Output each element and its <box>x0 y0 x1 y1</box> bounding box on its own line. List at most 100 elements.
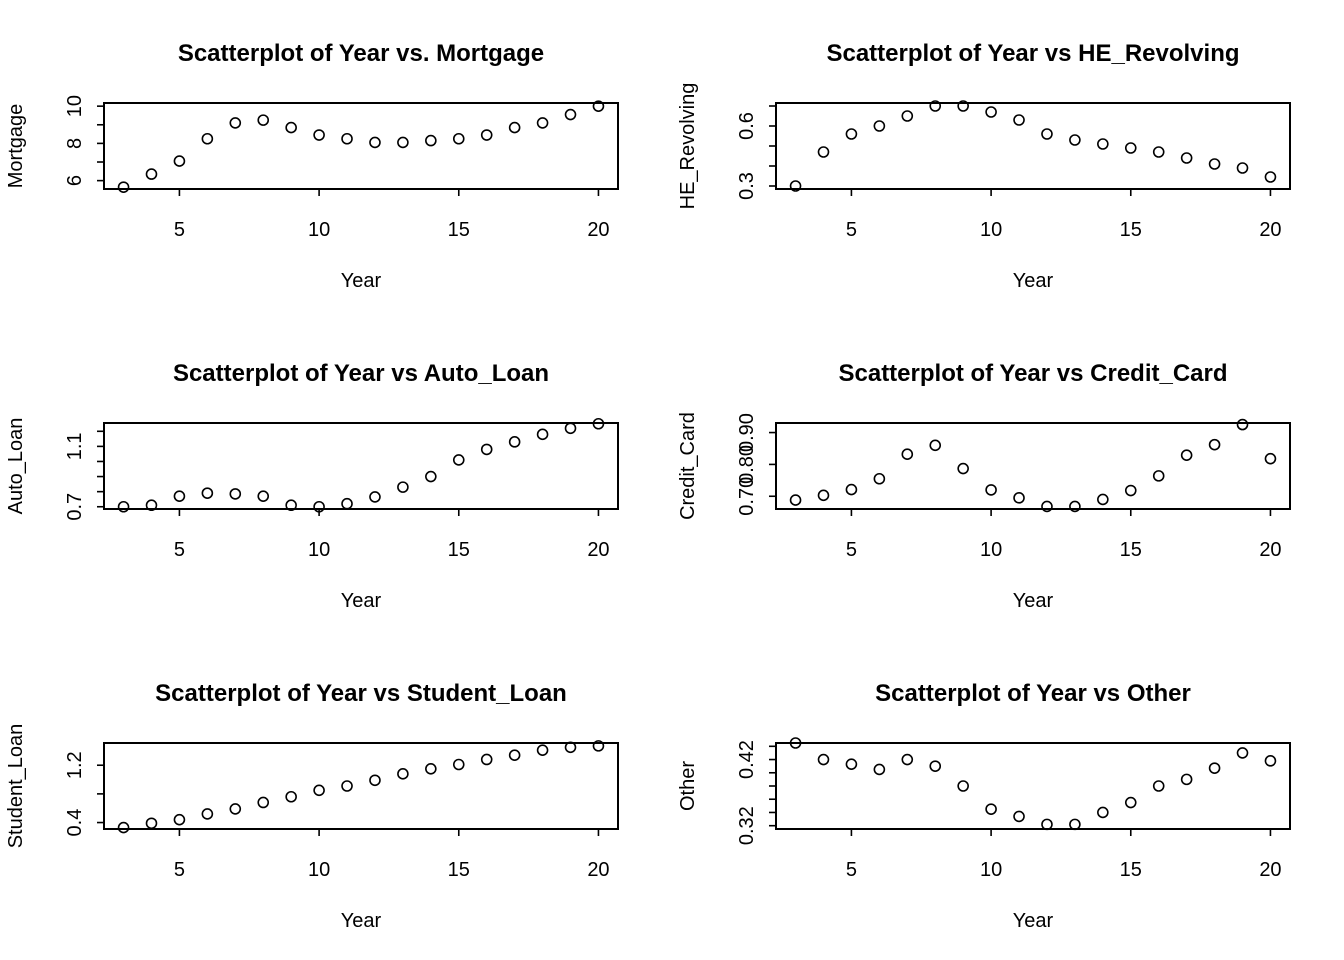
chart-1-points <box>117 100 605 193</box>
chart-1-panel: Scatterplot of Year vs. Mortgage 5 10 15 20 Y… <box>5 40 619 292</box>
chart-1-data-point <box>145 168 158 180</box>
chart-1-data-point <box>229 117 242 129</box>
chart-2-data-point <box>1208 158 1221 170</box>
chart-5-y-axis: 0.4 1.2 <box>64 751 105 836</box>
chart-4-x-tick-label: 5 <box>846 539 857 561</box>
chart-4-data-point <box>845 483 858 496</box>
chart-5-panel: Scatterplot of Year vs Student_Loan 5 10 15… <box>5 680 619 932</box>
chart-5-y-axis-label: Student_Loan <box>5 724 27 849</box>
chart-3-data-point <box>341 497 353 510</box>
chart-4-data-point <box>901 448 914 461</box>
chart-3-data-point <box>592 417 605 430</box>
chart-2-data-point <box>1152 146 1165 158</box>
chart-1-data-point <box>285 121 297 134</box>
chart-3-data-point <box>508 436 521 448</box>
chart-5-data-point <box>480 753 493 766</box>
chart-4-data-point <box>929 439 942 452</box>
chart-6-points <box>789 737 1277 831</box>
chart-4-x-axis-label: Year <box>1013 590 1054 612</box>
chart-1-x-axis: 5 10 15 20 <box>174 188 610 241</box>
chart-2-y-tick-label: 0.3 <box>736 172 758 200</box>
chart-6-data-point <box>1180 773 1193 786</box>
chart-5-x-tick-label: 5 <box>174 859 185 881</box>
chart-5-title: Scatterplot of Year vs Student_Loan <box>155 680 567 707</box>
chart-2-plot-frame <box>775 102 1291 190</box>
chart-3-x-axis: 5 10 15 20 <box>174 508 610 561</box>
chart-1-y-tick-label: 8 <box>64 138 86 149</box>
chart-4-data-point <box>1264 452 1277 465</box>
chart-4-data-point <box>1124 484 1137 497</box>
chart-2-x-tick-label: 20 <box>1259 219 1281 241</box>
chart-1-data-point <box>452 132 465 145</box>
chart-1-data-point <box>341 132 353 145</box>
chart-1-data-point <box>425 134 437 147</box>
chart-2-x-axis: 5 10 15 20 <box>846 188 1282 241</box>
chart-2-x-tick-label: 15 <box>1120 219 1142 241</box>
chart-3-y-tick-label: 0.7 <box>64 493 86 521</box>
chart-1-data-point <box>536 117 549 129</box>
chart-5-data-point <box>452 758 465 771</box>
chart-3-title: Scatterplot of Year vs Auto_Loan <box>173 360 549 387</box>
chart-3-y-axis: 0.7 1.1 <box>64 430 105 521</box>
chart-2-data-point <box>1264 171 1277 183</box>
chart-4-data-point <box>985 484 997 496</box>
chart-1-data-point <box>480 129 493 141</box>
chart-3-x-tick-label: 10 <box>308 539 330 561</box>
chart-1-data-point <box>117 181 130 193</box>
chart-5-data-point <box>564 741 577 754</box>
chart-4-data-point <box>1069 500 1081 513</box>
chart-1-x-axis-label: Year <box>341 270 382 292</box>
chart-1-data-point <box>201 132 214 145</box>
chart-1-data-point <box>313 129 325 141</box>
chart-6-data-point <box>1152 780 1165 792</box>
chart-2-y-axis: 0.3 0.6 <box>736 105 777 200</box>
chart-1-x-tick-label: 20 <box>587 219 609 241</box>
chart-6-data-point <box>873 763 886 776</box>
chart-5-x-tick-label: 20 <box>587 859 609 881</box>
chart-6-x-tick-label: 20 <box>1259 859 1281 881</box>
chart-2-title: Scatterplot of Year vs HE_Revolving <box>826 40 1239 67</box>
chart-2-data-point <box>1180 152 1193 164</box>
chart-1-data-point <box>508 121 521 134</box>
chart-6-data-point <box>845 758 858 770</box>
chart-1-data-point <box>257 114 270 126</box>
chart-3-data-point <box>173 490 186 502</box>
chart-2-data-point <box>873 120 886 132</box>
chart-4-panel: Scatterplot of Year vs Credit_Card 5 10 15 2… <box>677 360 1291 612</box>
chart-4-x-tick-label: 20 <box>1259 539 1281 561</box>
chart-3-plot-frame <box>103 422 619 510</box>
chart-5-data-point <box>369 774 381 787</box>
chart-4-data-point <box>1152 470 1165 482</box>
chart-2-data-point <box>957 100 969 112</box>
chart-6-x-tick-label: 15 <box>1120 859 1142 881</box>
chart-5-data-point <box>397 768 409 780</box>
chart-3-x-tick-label: 15 <box>448 539 470 561</box>
chart-3-y-axis-label: Auto_Loan <box>5 418 27 515</box>
chart-6-y-tick-label: 0.42 <box>736 740 758 779</box>
chart-5-data-point <box>536 744 549 756</box>
chart-6-y-axis: 0.32 0.42 <box>736 740 777 845</box>
chart-3-data-point <box>452 454 465 466</box>
chart-4-data-point <box>817 489 830 502</box>
chart-6-plot-frame <box>775 742 1291 830</box>
chart-2-panel: Scatterplot of Year vs HE_Revolving 5 10 15… <box>677 40 1291 292</box>
chart-6-panel: Scatterplot of Year vs Other 5 10 15 20 Year 0… <box>677 680 1291 932</box>
chart-6-data-point <box>929 760 942 772</box>
chart-3-data-point <box>229 488 242 500</box>
chart-3-data-point <box>145 499 158 512</box>
chart-3-x-tick-label: 5 <box>174 539 185 561</box>
chart-1-data-point <box>173 155 186 167</box>
chart-6-x-tick-label: 5 <box>846 859 857 881</box>
chart-2-data-point <box>929 100 942 112</box>
chart-4-data-point <box>1013 492 1025 504</box>
chart-5-points <box>117 740 605 834</box>
chart-4-y-axis: 0.700.800.90 <box>736 413 777 516</box>
chart-3-x-axis-label: Year <box>341 590 382 612</box>
chart-3-data-point <box>285 499 297 512</box>
chart-1-title: Scatterplot of Year vs. Mortgage <box>178 40 544 67</box>
chart-2-data-point <box>1041 128 1053 140</box>
chart-4-x-axis: 5 10 15 20 <box>846 508 1282 561</box>
chart-2-y-tick-label: 0.6 <box>736 112 758 140</box>
chart-3-x-tick-label: 20 <box>587 539 609 561</box>
